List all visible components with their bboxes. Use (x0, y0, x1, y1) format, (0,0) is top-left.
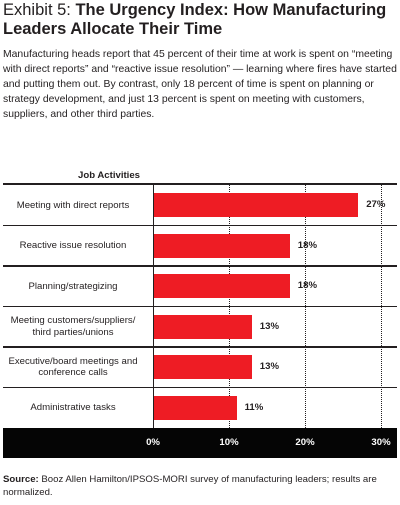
category-header: Job Activities (78, 170, 141, 181)
x-axis-panel (3, 428, 397, 458)
category-label: Meeting with direct reports (16, 199, 130, 211)
x-tick-label: 20% (295, 437, 315, 448)
row-divider (3, 224, 397, 226)
x-tick-label: 30% (371, 437, 391, 448)
bar (153, 233, 290, 258)
zero-baseline (153, 185, 154, 428)
value-label: 18% (297, 239, 317, 251)
x-tick-label: 0% (146, 437, 160, 448)
value-label: 27% (366, 199, 386, 211)
value-label: 11% (244, 401, 264, 413)
bar (153, 355, 252, 380)
intro-paragraph: Manufacturing heads report that 45 perce… (3, 49, 397, 120)
row-divider (3, 265, 397, 267)
bar (153, 395, 237, 420)
bar (153, 193, 359, 218)
category-label: Meeting customers/suppliers/ third parti… (10, 315, 136, 338)
row-divider (3, 346, 397, 348)
bar (153, 314, 252, 339)
exhibit-title: The Urgency Index: How Manufacturing Lea… (3, 1, 387, 38)
value-label: 13% (259, 361, 279, 373)
category-label: Executive/board meetings and conference … (8, 355, 138, 379)
bar (153, 274, 290, 299)
value-label: 18% (297, 280, 317, 292)
exhibit-number: Exhibit 5: (3, 1, 76, 19)
category-label: Administrative tasks (30, 402, 116, 413)
top-rule (3, 183, 397, 185)
chart-title: Exhibit 5: The Urgency Index: How Manufa… (3, 1, 397, 39)
x-tick-label: 10% (219, 437, 239, 448)
category-label: Reactive issue resolution (19, 240, 127, 251)
value-label: 13% (259, 320, 279, 332)
source-text: Booz Allen Hamilton/IPSOS-MORI survey of… (3, 474, 377, 498)
source-note: Source: Booz Allen Hamilton/IPSOS-MORI s… (3, 473, 397, 499)
row-divider (3, 386, 397, 388)
category-label: Planning/strategizing (28, 280, 118, 292)
row-divider (3, 305, 397, 307)
source-label: Source: (3, 474, 39, 485)
